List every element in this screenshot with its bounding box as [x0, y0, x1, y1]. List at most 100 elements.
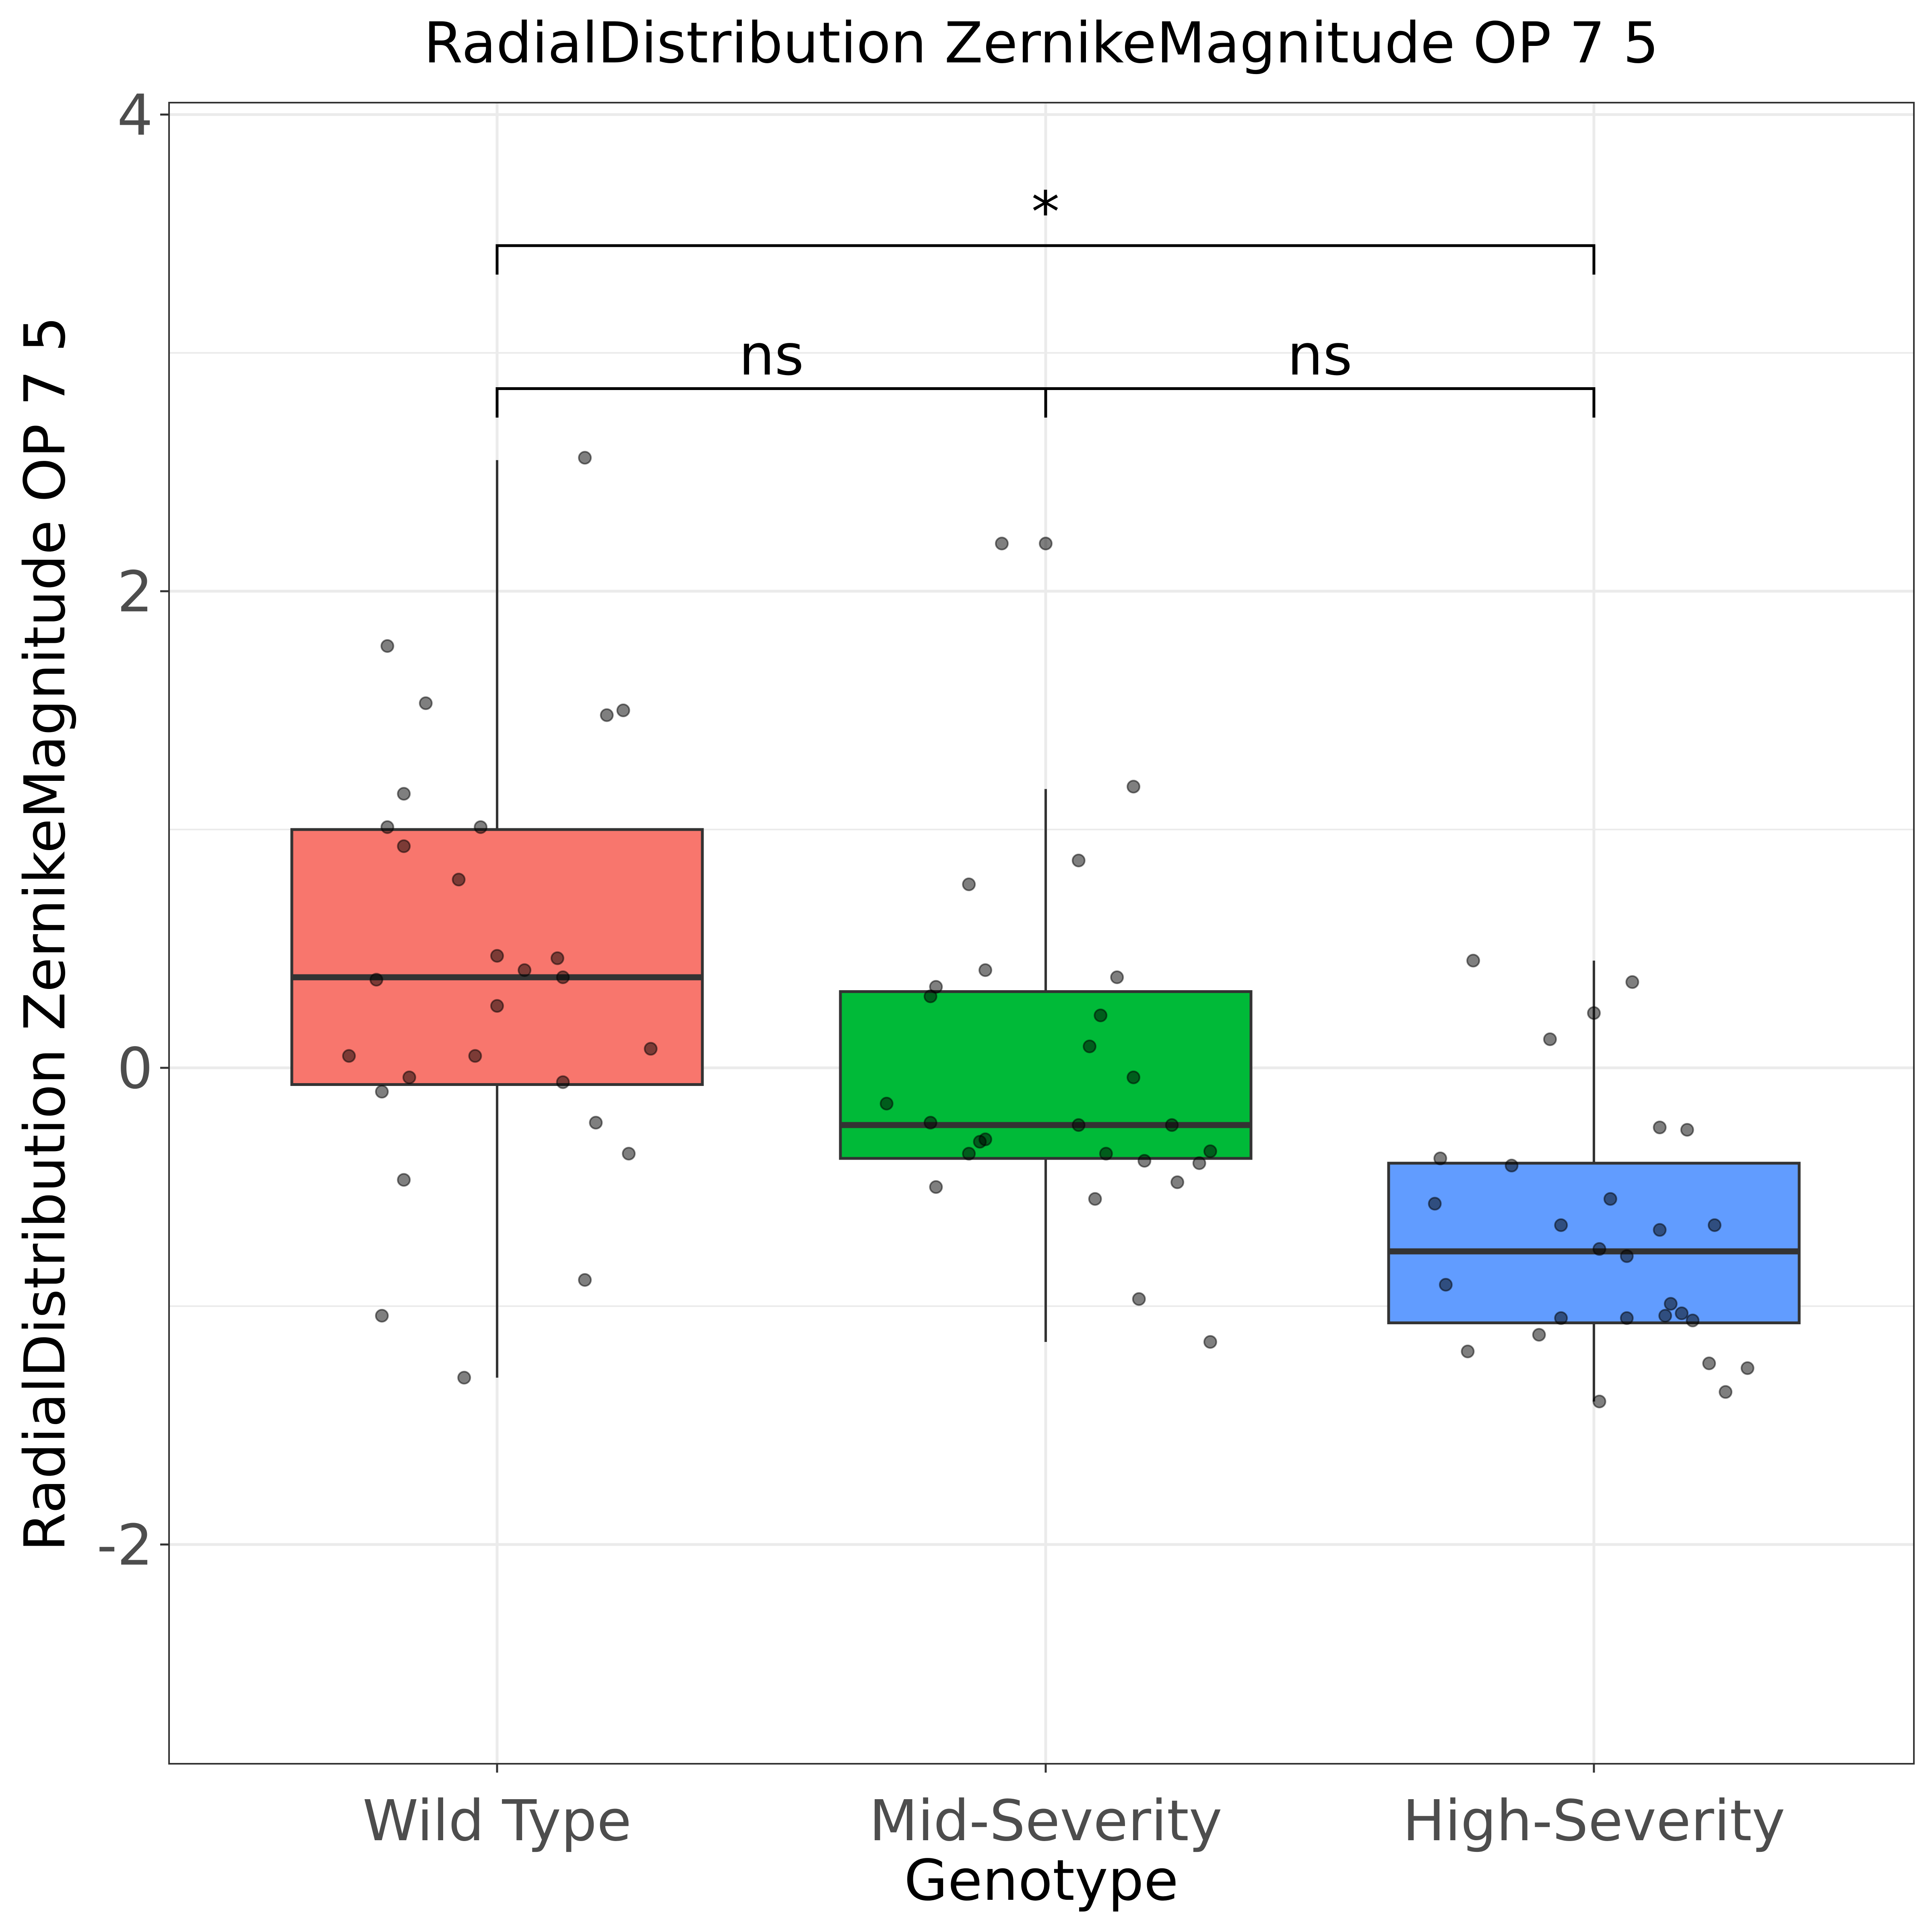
data-point: [1127, 1070, 1141, 1084]
data-point: [1680, 1123, 1694, 1137]
data-point: [622, 1147, 636, 1161]
significance-label: *: [1032, 180, 1060, 245]
x-tick-label: Mid-Severity: [869, 1788, 1222, 1854]
data-point: [1592, 1242, 1606, 1256]
data-point: [879, 1096, 894, 1110]
data-point: [1664, 1297, 1678, 1311]
data-point: [375, 1309, 389, 1323]
significance-bracket: [495, 244, 1596, 275]
data-point: [1110, 970, 1124, 985]
data-point: [1192, 1156, 1206, 1170]
data-point: [978, 963, 993, 977]
data-point: [600, 708, 614, 722]
data-point: [1620, 1249, 1634, 1263]
y-tick-label: 2: [117, 559, 153, 625]
data-point: [397, 839, 411, 853]
x-tick-label: High-Severity: [1403, 1788, 1785, 1854]
data-point: [1094, 1008, 1108, 1022]
data-point: [644, 1042, 658, 1056]
data-point: [419, 696, 433, 710]
data-point: [1039, 537, 1053, 551]
y-tick-label: 4: [117, 83, 153, 149]
data-point: [1707, 1218, 1721, 1232]
panel-border: [168, 102, 1915, 1765]
data-point: [1620, 1311, 1634, 1325]
data-point: [923, 1116, 937, 1130]
data-point: [1439, 1278, 1453, 1292]
data-point: [1088, 1192, 1102, 1206]
data-point: [589, 1116, 603, 1130]
data-point: [342, 1049, 356, 1063]
data-point: [1740, 1361, 1754, 1375]
data-point: [1165, 1118, 1179, 1132]
data-point: [1071, 853, 1086, 867]
data-point: [1428, 1197, 1442, 1211]
y-tick-label: -2: [97, 1513, 153, 1578]
data-point: [1653, 1121, 1667, 1135]
significance-bracket: [1044, 387, 1596, 418]
data-points: [342, 451, 1754, 1408]
box-iqr: [839, 990, 1253, 1160]
data-point: [474, 820, 488, 834]
x-axis-title: Genotype: [904, 1848, 1179, 1913]
chart-title: RadialDistribution ZernikeMagnitude OP 7…: [424, 10, 1659, 76]
data-point: [1132, 1292, 1146, 1306]
data-point: [1554, 1311, 1568, 1325]
significance-brackets: ns ns *: [495, 180, 1596, 418]
data-point: [995, 537, 1009, 551]
data-point: [923, 989, 937, 1003]
data-point: [1658, 1309, 1672, 1323]
data-point: [397, 1173, 411, 1187]
data-point: [578, 451, 592, 465]
data-point: [1505, 1158, 1519, 1172]
data-point: [518, 963, 532, 977]
data-point: [550, 951, 564, 965]
data-point: [452, 873, 466, 887]
data-point: [616, 703, 630, 717]
data-point: [962, 877, 976, 892]
data-point: [468, 1049, 482, 1063]
data-point: [1592, 1394, 1606, 1408]
data-point: [1137, 1154, 1152, 1168]
data-point: [556, 1075, 570, 1089]
data-point: [1554, 1218, 1568, 1232]
data-point: [1675, 1306, 1689, 1320]
data-point: [1466, 954, 1480, 968]
y-tick-label: 0: [117, 1036, 153, 1102]
data-point: [1603, 1192, 1617, 1206]
significance-label: ns: [1287, 323, 1352, 388]
data-point: [973, 1135, 987, 1149]
data-point: [369, 972, 384, 987]
data-point: [1203, 1144, 1217, 1158]
data-point: [490, 949, 504, 963]
data-point: [1071, 1118, 1086, 1132]
data-point: [962, 1147, 976, 1161]
data-point: [578, 1273, 592, 1287]
data-point: [402, 1070, 416, 1084]
whiskers: [496, 460, 1595, 1402]
data-point: [1170, 1175, 1185, 1189]
data-point: [1702, 1356, 1716, 1371]
significance-label: ns: [739, 323, 804, 388]
data-point: [1587, 1006, 1601, 1020]
data-point: [1203, 1335, 1217, 1349]
data-point: [1127, 780, 1141, 794]
data-point: [375, 1085, 389, 1099]
data-point: [1625, 975, 1639, 989]
y-axis-title: RadialDistribution ZernikeMagnitude OP 7…: [12, 316, 78, 1552]
data-point: [1099, 1147, 1113, 1161]
data-point: [380, 639, 394, 653]
axes: -2 0 2 4 Wild Type Mid-Severity High-Severity: [97, 83, 1785, 1854]
data-point: [490, 999, 504, 1013]
data-point: [1653, 1223, 1667, 1237]
data-point: [380, 820, 394, 834]
data-point: [1719, 1385, 1733, 1399]
data-point: [457, 1371, 471, 1385]
data-point: [397, 787, 411, 801]
data-point: [1543, 1032, 1557, 1046]
box-iqr: [1387, 1162, 1801, 1325]
data-point: [1433, 1152, 1447, 1166]
data-point: [556, 970, 570, 985]
